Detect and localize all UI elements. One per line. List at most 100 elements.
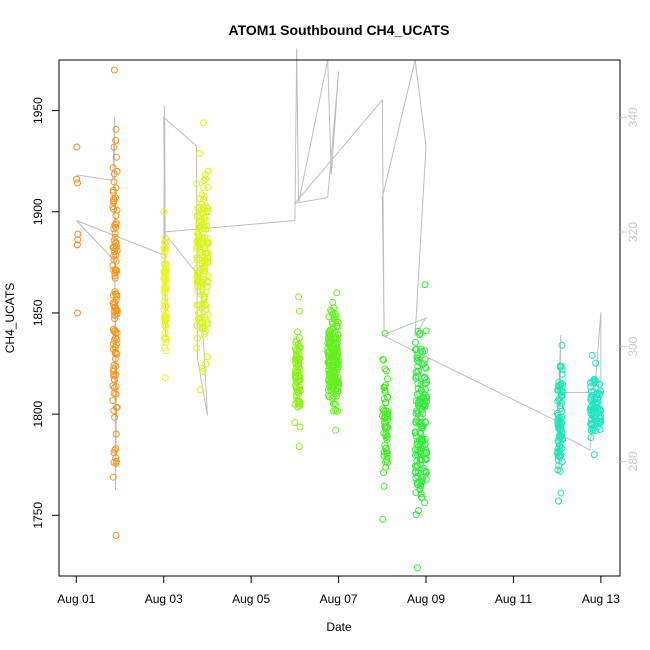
data-point [325,367,333,375]
data-point [325,340,333,348]
data-point [161,297,169,305]
data-point [162,277,170,285]
x-tick-label: Aug 05 [232,592,270,606]
data-point [327,350,335,358]
data-point [196,248,204,256]
data-point [592,359,600,367]
data-point [333,322,341,330]
data-point [111,446,119,454]
data-point [112,251,120,259]
data-point [194,231,202,239]
data-point [422,376,430,384]
data-point [332,344,340,352]
data-point [597,387,605,395]
data-point [112,430,120,438]
data-point [200,119,207,127]
data-point [592,379,600,387]
data-point [162,347,170,355]
data-point [111,312,119,319]
data-point [330,315,338,323]
plot-frame [58,59,621,577]
data-point [204,240,212,248]
data-point [557,489,565,497]
data-point [413,354,421,362]
data-point [110,367,117,375]
data-point [417,387,425,394]
data-point [591,427,599,434]
data-point [555,462,563,470]
data-point [416,428,424,436]
data-point [411,338,419,346]
data-point [110,178,118,186]
data-point [382,434,390,441]
data-point [74,179,81,187]
data-point [112,532,120,539]
data-point [332,426,340,434]
x-axis-label: Date [326,620,352,634]
data-point [113,167,121,175]
data-point [381,329,389,337]
data-point [109,397,117,404]
x-tick-label: Aug 13 [582,592,620,606]
data-point [380,469,388,477]
data-point [422,446,430,454]
chart-title: ATOM1 Southbound CH4_UCATS [229,22,450,38]
data-point [414,398,422,406]
data-point [296,423,304,431]
data-point [412,368,420,376]
data-point [422,364,430,372]
data-point [589,392,597,400]
data-point [199,184,207,192]
y-tick-label: 1900 [31,198,45,225]
data-point [200,195,208,203]
data-point [327,306,335,314]
data-point [109,262,117,270]
data-point [331,400,339,408]
data-point [110,337,118,344]
data-point [597,407,605,415]
data-point [325,362,333,370]
data-point [383,432,391,440]
data-point [160,268,168,276]
data-point [112,137,120,144]
data-point [110,195,118,203]
data-point [197,314,205,322]
data-point [558,428,566,436]
data-point [414,408,422,416]
y-tick-label: 1750 [31,502,45,529]
data-point [327,374,335,382]
data-point [193,180,201,188]
data-point [292,355,299,363]
data-point [112,224,120,231]
y-axis: 1750 1800 1850 1900 1950 [31,97,59,529]
data-point [412,463,420,471]
data-point [590,451,598,459]
data-point [325,330,333,338]
data-point [110,198,117,206]
data-point [380,418,388,426]
y2-axis: 280 300 320 340 [620,107,640,471]
data-point [160,252,168,260]
data-point [112,266,120,274]
data-point [421,347,429,355]
data-point [194,236,202,244]
data-point [109,164,117,172]
data-point [110,143,118,151]
data-point [194,205,202,213]
data-point [112,239,120,247]
y2-tick-label: 340 [626,107,640,127]
x-tick-label: Aug 01 [57,592,95,606]
data-point [380,482,388,490]
data-point [296,366,304,374]
data-point [73,175,81,183]
data-point [195,255,203,263]
data-point [112,184,120,192]
data-point [382,444,390,452]
data-point [109,291,117,299]
data-point [559,380,566,388]
data-point [296,372,304,380]
data-point [74,230,82,238]
data-point [331,310,339,318]
data-point [412,451,419,459]
data-point [198,191,206,199]
